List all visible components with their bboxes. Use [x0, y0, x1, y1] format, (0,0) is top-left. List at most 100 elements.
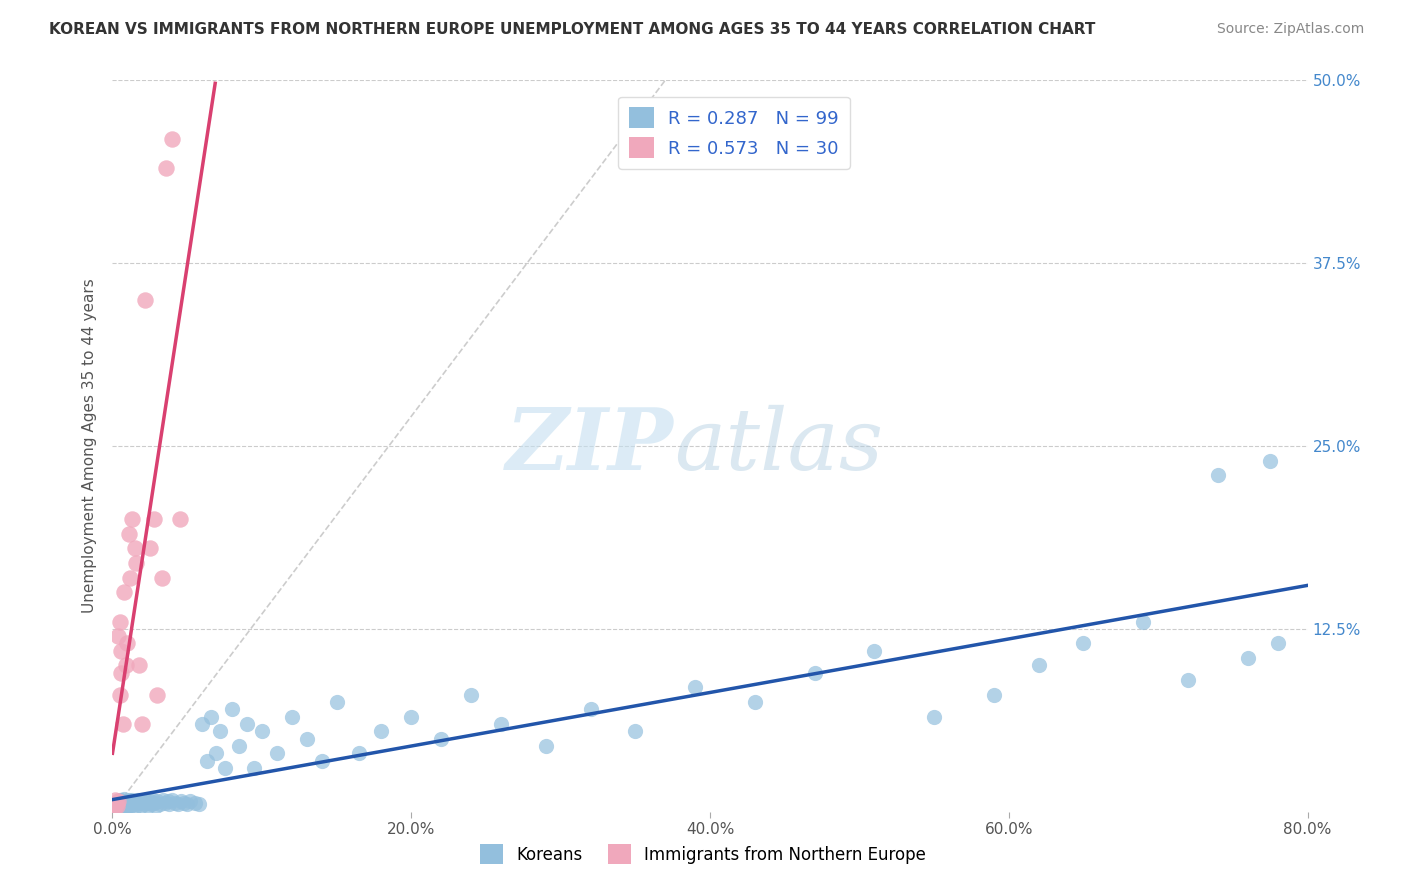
Point: [803, 665, 825, 680]
Point: [347, 746, 370, 760]
Point: [460, 688, 482, 702]
Point: [1132, 615, 1154, 629]
Point: [156, 795, 179, 809]
Point: [105, 798, 128, 813]
Point: [128, 796, 150, 810]
Point: [107, 797, 129, 812]
Point: [149, 797, 172, 812]
Point: [128, 658, 150, 673]
Point: [179, 795, 201, 809]
Point: [108, 796, 131, 810]
Point: [250, 724, 273, 739]
Point: [117, 636, 139, 650]
Point: [121, 797, 143, 812]
Point: [281, 709, 304, 723]
Point: [146, 795, 169, 809]
Point: [169, 512, 191, 526]
Point: [115, 798, 138, 813]
Point: [111, 797, 134, 812]
Point: [145, 798, 167, 813]
Point: [191, 717, 214, 731]
Point: [125, 556, 148, 570]
Text: KOREAN VS IMMIGRANTS FROM NORTHERN EUROPE UNEMPLOYMENT AMONG AGES 35 TO 44 YEARS: KOREAN VS IMMIGRANTS FROM NORTHERN EUROP…: [49, 22, 1095, 37]
Point: [129, 798, 152, 813]
Point: [228, 739, 250, 753]
Point: [122, 796, 145, 810]
Point: [120, 571, 142, 585]
Point: [176, 797, 198, 812]
Point: [108, 793, 131, 807]
Point: [489, 717, 512, 731]
Point: [1028, 658, 1050, 673]
Point: [1206, 468, 1229, 483]
Text: atlas: atlas: [675, 405, 883, 487]
Point: [167, 797, 190, 812]
Point: [110, 644, 132, 658]
Point: [370, 724, 392, 739]
Point: [146, 688, 169, 702]
Point: [135, 796, 157, 810]
Point: [103, 798, 125, 813]
Point: [863, 644, 886, 658]
Point: [132, 797, 155, 812]
Point: [162, 793, 183, 807]
Point: [983, 688, 1005, 702]
Point: [124, 541, 146, 556]
Point: [111, 717, 134, 731]
Point: [162, 132, 183, 146]
Point: [1237, 651, 1260, 665]
Point: [104, 793, 127, 807]
Point: [115, 796, 138, 810]
Point: [143, 512, 166, 526]
Point: [401, 709, 423, 723]
Point: [124, 800, 146, 814]
Point: [170, 795, 193, 809]
Point: [430, 731, 453, 746]
Point: [143, 796, 166, 810]
Text: Source: ZipAtlas.com: Source: ZipAtlas.com: [1216, 22, 1364, 37]
Point: [120, 795, 142, 809]
Point: [311, 754, 333, 768]
Point: [134, 793, 156, 807]
Legend: R = 0.287   N = 99, R = 0.573   N = 30: R = 0.287 N = 99, R = 0.573 N = 30: [617, 96, 851, 169]
Point: [108, 615, 131, 629]
Point: [118, 797, 141, 812]
Point: [165, 796, 187, 810]
Point: [266, 746, 288, 760]
Point: [236, 717, 259, 731]
Point: [922, 709, 945, 723]
Point: [110, 665, 132, 680]
Point: [118, 793, 141, 807]
Point: [243, 761, 266, 775]
Point: [121, 793, 143, 807]
Point: [107, 795, 129, 809]
Point: [624, 724, 647, 739]
Point: [579, 702, 602, 716]
Point: [104, 800, 127, 814]
Point: [221, 702, 243, 716]
Point: [131, 795, 153, 809]
Point: [744, 695, 766, 709]
Point: [1177, 673, 1199, 687]
Point: [107, 795, 129, 809]
Point: [127, 793, 149, 807]
Point: [110, 798, 132, 813]
Point: [141, 797, 163, 812]
Point: [125, 797, 148, 812]
Point: [139, 795, 162, 809]
Point: [1258, 453, 1281, 467]
Point: [295, 731, 318, 746]
Point: [108, 688, 131, 702]
Point: [214, 761, 236, 775]
Point: [138, 798, 160, 813]
Point: [204, 746, 226, 760]
Point: [534, 739, 557, 753]
Point: [117, 800, 139, 814]
Point: [683, 681, 706, 695]
Point: [121, 512, 143, 526]
Point: [157, 797, 180, 812]
Point: [105, 796, 128, 810]
Point: [117, 795, 139, 809]
Legend: Koreans, Immigrants from Northern Europe: Koreans, Immigrants from Northern Europe: [472, 838, 934, 871]
Point: [120, 798, 142, 813]
